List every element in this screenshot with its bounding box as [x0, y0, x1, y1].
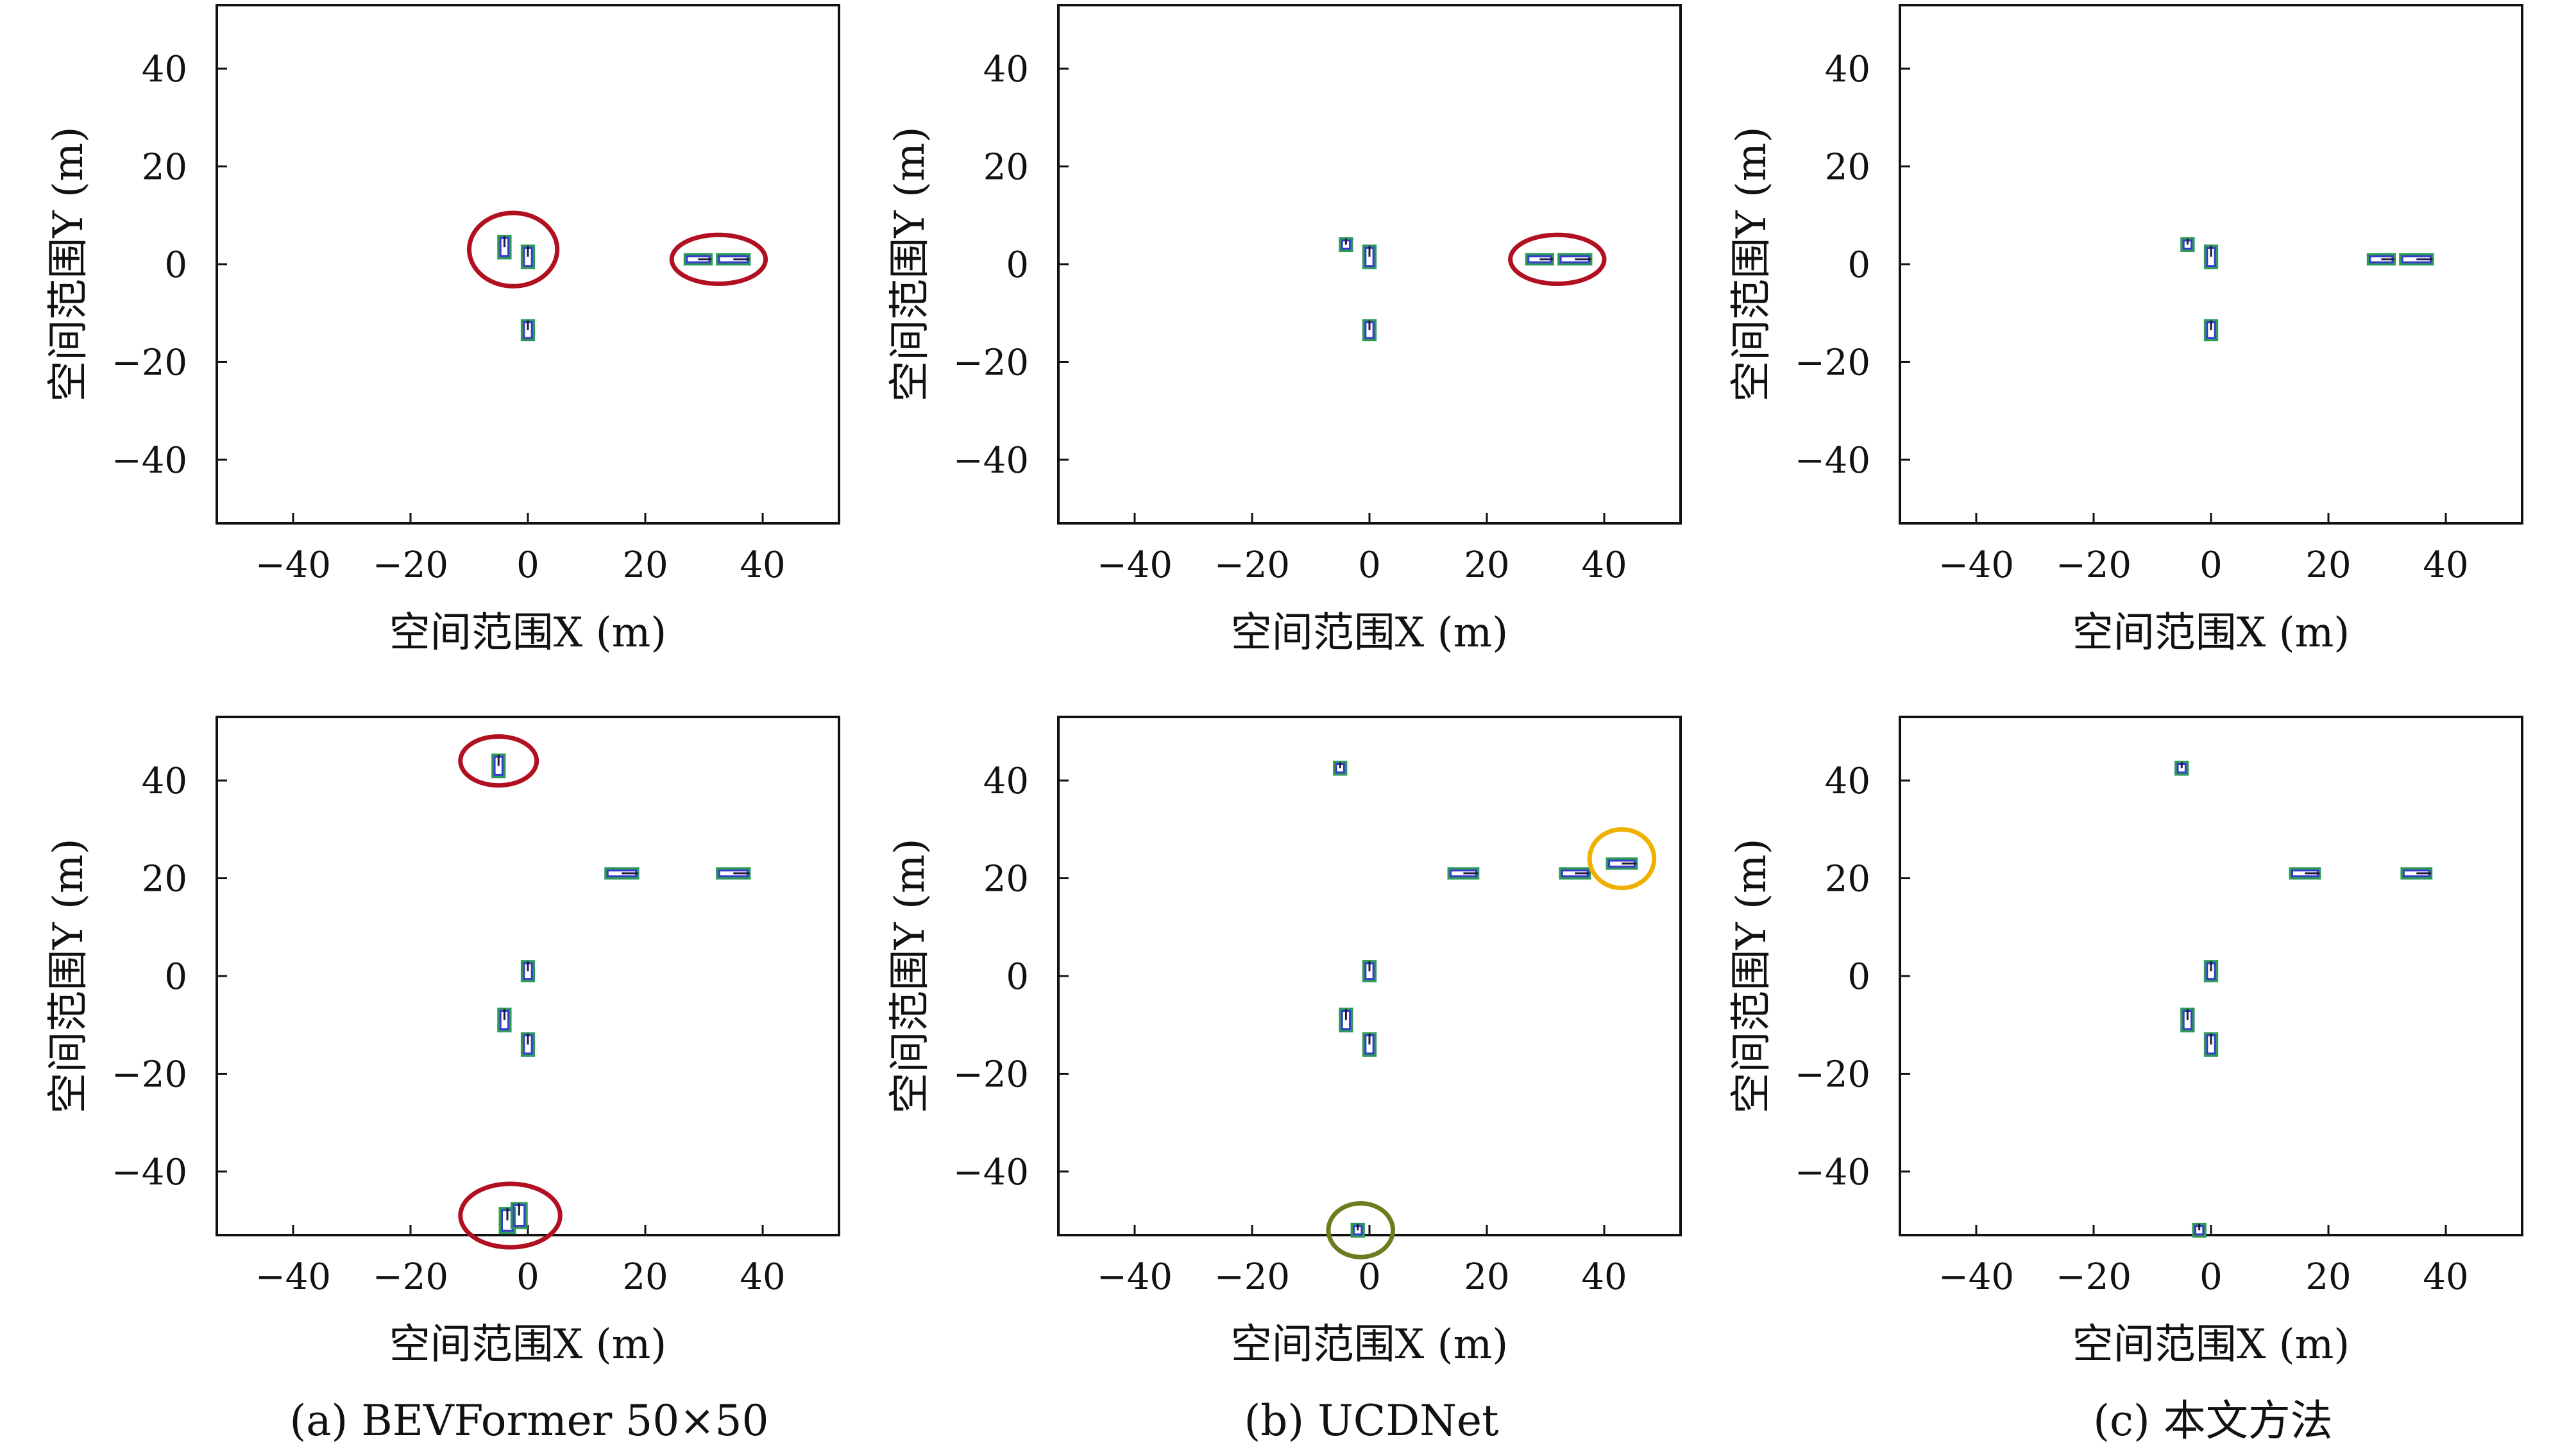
x-tick-label: 0	[2199, 544, 2223, 586]
highlight-circle-red	[458, 734, 539, 788]
y-tick-label: −20	[1795, 1054, 1870, 1095]
x-tick-label: 20	[622, 544, 668, 586]
highlight-circle-red	[669, 232, 768, 286]
y-tick-label: 40	[1825, 49, 1870, 90]
chart-panel-2: −40 −40 −20 −20 0 0 20 20 40 40 空间范围X (m) 空间范围Y (m)	[886, 4, 1682, 657]
y-axis-label: 空间范围Y (m)	[1728, 838, 1775, 1113]
x-tick-label: 40	[2423, 544, 2468, 586]
plot-frame	[1057, 716, 1682, 1236]
y-tick-label: 40	[983, 49, 1029, 90]
y-tick-label: 0	[164, 956, 187, 998]
x-axis-label: 空间范围X (m)	[2072, 1321, 2350, 1368]
x-tick-label: −20	[373, 1256, 448, 1298]
x-tick-label: 20	[1464, 1256, 1509, 1298]
chart-panel-6: −40 −40 −20 −20 0 0 20 20 40 40 空间范围X (m) 空间范围Y (m)	[1728, 716, 2523, 1368]
y-tick-label: 20	[1825, 859, 1870, 900]
y-tick-label: 0	[1847, 956, 1870, 998]
chart-panel-5: −40 −40 −20 −20 0 0 20 20 40 40 空间范围X (m) 空间范围Y (m)	[886, 716, 1682, 1368]
y-tick-label: −40	[953, 1152, 1029, 1193]
x-tick-label: 20	[2305, 544, 2351, 586]
y-axis-label: 空间范围Y (m)	[886, 126, 934, 401]
chart-panel-1: −40 −40 −20 −20 0 0 20 20 40 40 空间范围X (m) 空间范围Y (m)	[45, 4, 840, 657]
y-tick-label: 40	[983, 761, 1029, 802]
highlight-circle-red	[458, 1181, 563, 1250]
y-tick-label: −20	[953, 342, 1029, 383]
y-tick-label: 20	[983, 859, 1029, 900]
y-tick-label: −40	[112, 1152, 187, 1193]
x-axis-label: 空间范围X (m)	[1231, 609, 1509, 657]
y-tick-label: −20	[112, 342, 187, 383]
y-tick-label: 0	[1006, 244, 1029, 286]
x-tick-label: 40	[740, 1256, 785, 1298]
y-tick-label: −40	[1795, 440, 1870, 482]
y-tick-label: 40	[1825, 761, 1870, 802]
plot-frame	[216, 716, 840, 1236]
x-tick-label: −40	[1097, 544, 1173, 586]
x-tick-label: 0	[2199, 1256, 2223, 1298]
x-tick-label: 40	[1581, 1256, 1627, 1298]
y-tick-label: 40	[142, 49, 187, 90]
y-tick-label: −20	[953, 1054, 1029, 1095]
caption-a: (a) BEVFormer 50×50	[289, 1396, 768, 1445]
x-tick-label: 20	[2305, 1256, 2351, 1298]
x-tick-label: −20	[2056, 1256, 2131, 1298]
y-tick-label: −20	[112, 1054, 187, 1095]
x-tick-label: −40	[255, 544, 331, 586]
x-axis-label: 空间范围X (m)	[389, 609, 667, 657]
highlight-circle-olive	[1326, 1200, 1396, 1259]
y-tick-label: 20	[142, 147, 187, 189]
y-tick-label: −40	[112, 440, 187, 482]
caption-c: (c) 本文方法	[2093, 1396, 2332, 1445]
x-axis-label: 空间范围X (m)	[1231, 1321, 1509, 1368]
x-tick-label: −20	[1214, 1256, 1290, 1298]
x-tick-label: 40	[740, 544, 785, 586]
y-axis-label: 空间范围Y (m)	[45, 126, 92, 401]
y-axis-label: 空间范围Y (m)	[1728, 126, 1775, 401]
x-tick-label: 40	[2423, 1256, 2468, 1298]
highlight-circle-red	[466, 210, 560, 289]
y-tick-label: 0	[1847, 244, 1870, 286]
x-tick-label: −40	[1938, 544, 2014, 586]
plot-frame	[1899, 716, 2523, 1236]
x-tick-label: 20	[622, 1256, 668, 1298]
x-tick-label: 0	[516, 1256, 539, 1298]
chart-panel-3: −40 −40 −20 −20 0 0 20 20 40 40 空间范围X (m) 空间范围Y (m)	[1728, 4, 2523, 657]
y-tick-label: 0	[1006, 956, 1029, 998]
y-tick-label: 20	[1825, 147, 1870, 189]
caption-b: (b) UCDNet	[1244, 1396, 1498, 1445]
highlight-circle-red	[1508, 232, 1607, 286]
y-tick-label: 20	[142, 859, 187, 900]
x-axis-label: 空间范围X (m)	[2072, 609, 2350, 657]
highlight-circle-yellow	[1587, 827, 1657, 891]
x-tick-label: 40	[1581, 544, 1627, 586]
x-tick-label: −20	[2056, 544, 2131, 586]
chart-panel-4: −40 −40 −20 −20 0 0 20 20 40 40 空间范围X (m) 空间范围Y (m)	[45, 716, 840, 1368]
y-tick-label: −40	[1795, 1152, 1870, 1193]
y-tick-label: 40	[142, 761, 187, 802]
x-tick-label: 0	[1358, 544, 1381, 586]
y-tick-label: −40	[953, 440, 1029, 482]
y-tick-label: 20	[983, 147, 1029, 189]
x-tick-label: 20	[1464, 544, 1509, 586]
x-tick-label: −40	[255, 1256, 331, 1298]
x-axis-label: 空间范围X (m)	[389, 1321, 667, 1368]
y-axis-label: 空间范围Y (m)	[45, 838, 92, 1113]
x-tick-label: −40	[1938, 1256, 2014, 1298]
x-tick-label: −40	[1097, 1256, 1173, 1298]
x-tick-label: 0	[516, 544, 539, 586]
y-axis-label: 空间范围Y (m)	[886, 838, 934, 1113]
y-tick-label: 0	[164, 244, 187, 286]
x-tick-label: 0	[1358, 1256, 1381, 1298]
y-tick-label: −20	[1795, 342, 1870, 383]
x-tick-label: −20	[1214, 544, 1290, 586]
x-tick-label: −20	[373, 544, 448, 586]
